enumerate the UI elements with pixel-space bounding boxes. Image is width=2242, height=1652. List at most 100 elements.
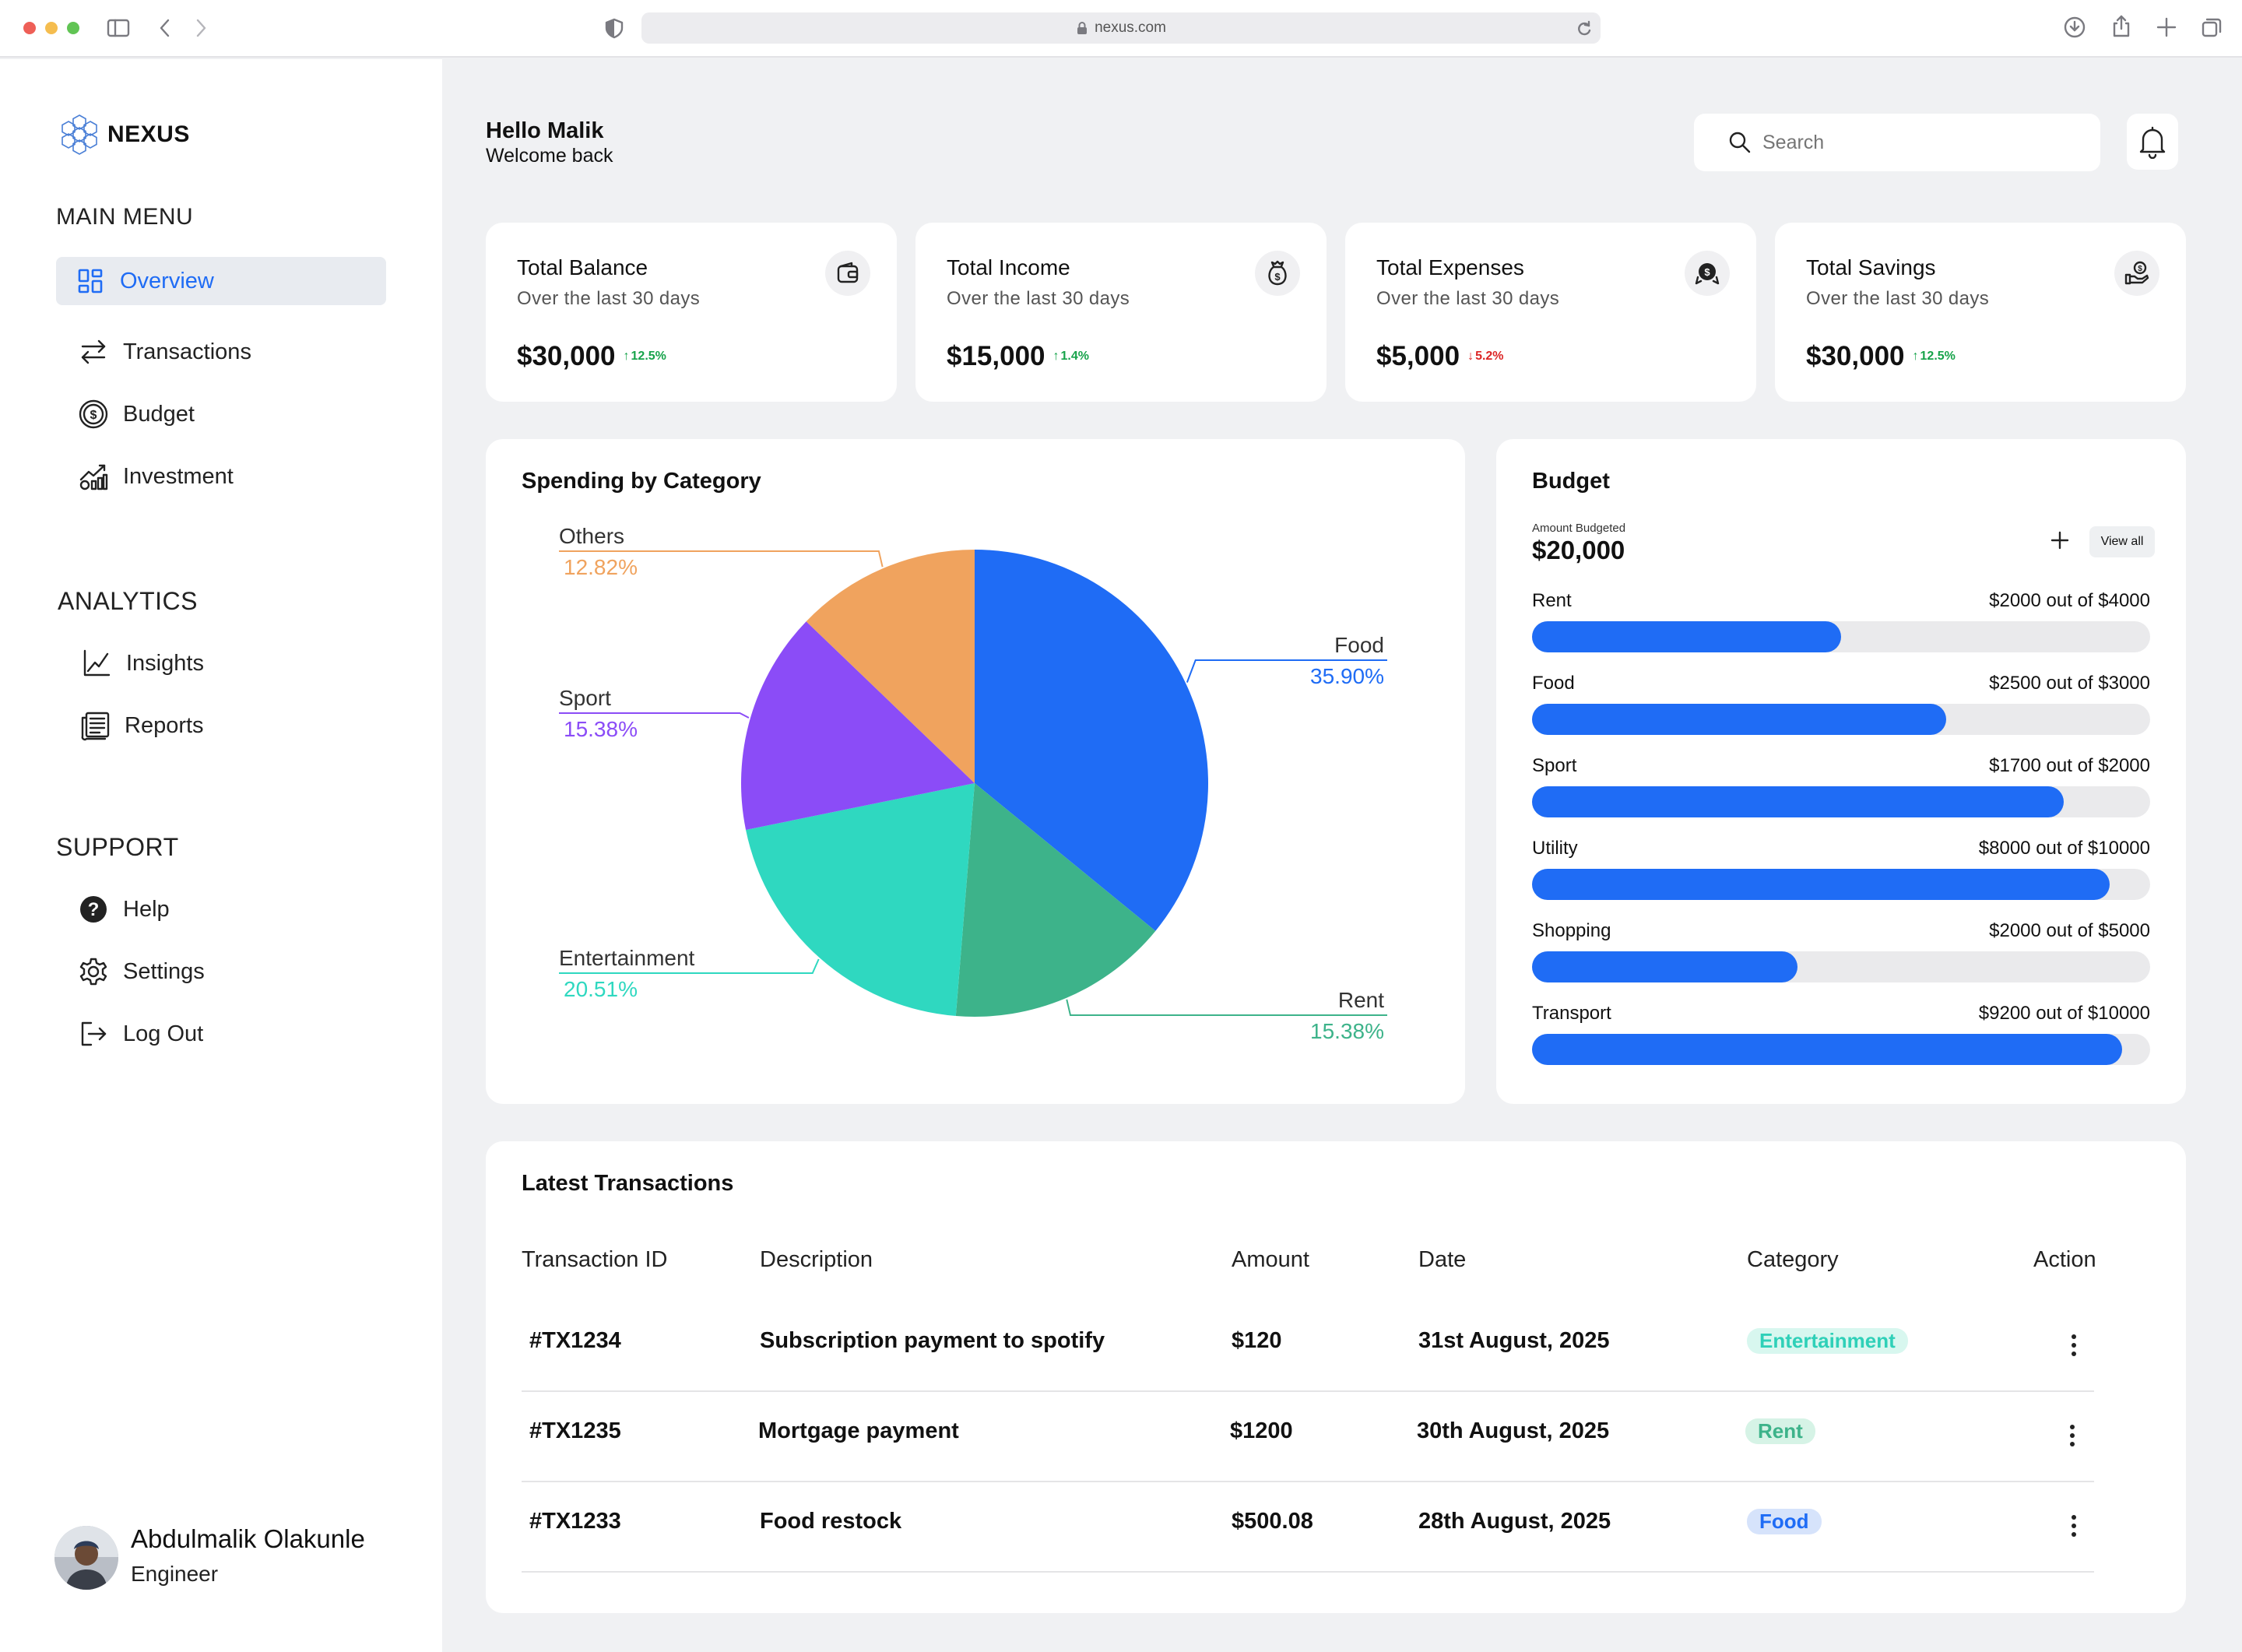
budget-amount: $1700 out of $2000 bbox=[1989, 755, 2150, 776]
stat-icon: $ bbox=[1255, 251, 1300, 296]
budget-title: Budget bbox=[1532, 469, 1610, 494]
svg-text:$: $ bbox=[1704, 266, 1710, 278]
svg-text:$: $ bbox=[90, 409, 97, 422]
pie-slice-food[interactable] bbox=[975, 550, 1208, 931]
search-icon bbox=[1729, 132, 1751, 153]
svg-text:$: $ bbox=[1274, 271, 1281, 283]
close-window-button[interactable] bbox=[23, 22, 36, 34]
budget-progress-track bbox=[1532, 704, 2150, 735]
sidebar-item-insights[interactable]: Insights bbox=[81, 648, 204, 679]
notifications-button[interactable] bbox=[2127, 114, 2178, 170]
shield-icon[interactable] bbox=[604, 17, 624, 39]
budget-card: Budget Amount Budgeted $20,000 View all … bbox=[1496, 439, 2186, 1104]
transaction-id: #TX1233 bbox=[529, 1509, 621, 1534]
sidebar-item-help[interactable]: ? Help bbox=[78, 894, 170, 925]
table-row[interactable]: #TX1233 Food restock $500.08 28th August… bbox=[522, 1482, 2128, 1573]
budget-amount: $2500 out of $3000 bbox=[1989, 673, 2150, 694]
sidebar-item-budget[interactable]: $ Budget bbox=[78, 399, 195, 430]
maximize-window-button[interactable] bbox=[67, 22, 79, 34]
table-row[interactable]: #TX1235 Mortgage payment $1200 30th Augu… bbox=[522, 1392, 2128, 1482]
sidebar-item-settings[interactable]: Settings bbox=[78, 956, 205, 987]
reload-icon[interactable] bbox=[1576, 20, 1593, 37]
pie-slice-others[interactable] bbox=[806, 550, 975, 783]
sidebar-item-reports[interactable]: Reports bbox=[79, 710, 204, 741]
pie-value-label: 20.51% bbox=[564, 977, 638, 1001]
pie-slice-rent[interactable] bbox=[955, 783, 1156, 1017]
download-icon[interactable] bbox=[2063, 16, 2086, 39]
stat-title: Total Income bbox=[947, 255, 1070, 279]
stat-title: Total Expenses bbox=[1376, 255, 1524, 279]
app-logo[interactable]: NEXUS bbox=[56, 112, 190, 157]
greeting: Hello Malik bbox=[486, 118, 604, 143]
sidebar: NEXUS MAIN MENU Overview Transactions $ … bbox=[0, 59, 442, 1652]
address-bar[interactable]: nexus.com bbox=[641, 12, 1601, 44]
transaction-description: Food restock bbox=[760, 1509, 902, 1534]
pie-slice-entertainment[interactable] bbox=[746, 783, 975, 1017]
sidebar-item-label: Overview bbox=[120, 268, 214, 293]
user-role: Engineer bbox=[131, 1562, 219, 1586]
sidebar-item-label: Investment bbox=[123, 463, 234, 489]
stat-title: Total Balance bbox=[517, 255, 648, 279]
help-icon: ? bbox=[80, 896, 107, 923]
avatar[interactable] bbox=[54, 1526, 118, 1590]
change-up-arrow-icon: ↑ bbox=[1052, 350, 1060, 363]
search-bar[interactable] bbox=[1694, 114, 2100, 171]
budget-category: Utility bbox=[1532, 838, 1578, 859]
view-all-button[interactable]: View all bbox=[2089, 526, 2155, 557]
stat-icon: $ bbox=[2114, 251, 2159, 296]
row-actions-button[interactable] bbox=[2071, 1515, 2077, 1541]
pie-leader-line bbox=[559, 958, 820, 974]
pie-label: Entertainment bbox=[559, 946, 695, 970]
transaction-amount: $500.08 bbox=[1232, 1509, 1313, 1534]
user-name: Abdulmalik Olakunle bbox=[131, 1524, 365, 1553]
column-header[interactable]: Amount bbox=[1232, 1247, 1309, 1272]
transaction-date: 30th August, 2025 bbox=[1417, 1418, 1610, 1443]
column-header[interactable]: Date bbox=[1418, 1247, 1467, 1272]
svg-text:?: ? bbox=[88, 899, 100, 920]
transaction-description: Subscription payment to spotify bbox=[760, 1328, 1105, 1353]
stat-card-total-savings: Total Savings Over the last 30 days $30,… bbox=[1775, 223, 2186, 402]
pie-slice-sport[interactable] bbox=[741, 621, 975, 830]
pie-label: Sport bbox=[559, 686, 611, 710]
budget-progress-fill bbox=[1532, 621, 1841, 652]
minimize-window-button[interactable] bbox=[45, 22, 58, 34]
sidebar-item-overview[interactable]: Overview bbox=[56, 257, 386, 305]
column-header[interactable]: Category bbox=[1747, 1247, 1839, 1272]
budget-category: Shopping bbox=[1532, 920, 1611, 941]
sidebar-item-investment[interactable]: Investment bbox=[78, 461, 234, 492]
new-tab-icon[interactable] bbox=[2155, 16, 2178, 39]
budget-row[interactable]: Sport $1700 out of $2000 bbox=[1532, 755, 2150, 821]
stat-subtitle: Over the last 30 days bbox=[1376, 288, 1560, 309]
sidebar-item-logout[interactable]: Log Out bbox=[78, 1018, 203, 1049]
add-budget-button[interactable] bbox=[2046, 526, 2074, 554]
stat-change: 12.5% bbox=[631, 350, 666, 363]
dollar-coin-icon: $ bbox=[79, 399, 108, 429]
column-header[interactable]: Description bbox=[760, 1247, 873, 1272]
analytics-title: ANALYTICS bbox=[58, 587, 198, 615]
budget-row[interactable]: Food $2500 out of $3000 bbox=[1532, 673, 2150, 738]
share-icon[interactable] bbox=[2110, 14, 2133, 39]
pie-leader-line bbox=[559, 550, 884, 568]
url-text: nexus.com bbox=[1095, 19, 1166, 36]
row-actions-button[interactable] bbox=[2071, 1334, 2077, 1360]
search-input[interactable] bbox=[1762, 131, 2058, 154]
tabs-overview-icon[interactable] bbox=[2200, 16, 2223, 39]
budget-amount: $2000 out of $5000 bbox=[1989, 920, 2150, 941]
budget-row[interactable]: Shopping $2000 out of $5000 bbox=[1532, 920, 2150, 986]
sidebar-toggle-icon[interactable] bbox=[106, 17, 131, 39]
sidebar-item-transactions[interactable]: Transactions bbox=[78, 336, 251, 367]
budget-row[interactable]: Rent $2000 out of $4000 bbox=[1532, 590, 2150, 656]
row-actions-button[interactable] bbox=[2069, 1425, 2075, 1450]
forward-arrow-icon[interactable] bbox=[192, 17, 210, 39]
column-header[interactable]: Transaction ID bbox=[522, 1247, 668, 1272]
category-badge: Entertainment bbox=[1747, 1328, 1908, 1354]
budget-row[interactable]: Transport $9200 out of $10000 bbox=[1532, 1003, 2150, 1068]
budget-amount: $2000 out of $4000 bbox=[1989, 590, 2150, 611]
spending-title: Spending by Category bbox=[522, 469, 761, 494]
table-row[interactable]: #TX1234 Subscription payment to spotify … bbox=[522, 1302, 2128, 1392]
stat-change: 12.5% bbox=[1920, 350, 1956, 363]
budget-row[interactable]: Utility $8000 out of $10000 bbox=[1532, 838, 2150, 903]
back-arrow-icon[interactable] bbox=[156, 17, 174, 39]
change-down-arrow-icon: ↓ bbox=[1467, 350, 1474, 363]
sidebar-item-label: Log Out bbox=[123, 1021, 204, 1046]
